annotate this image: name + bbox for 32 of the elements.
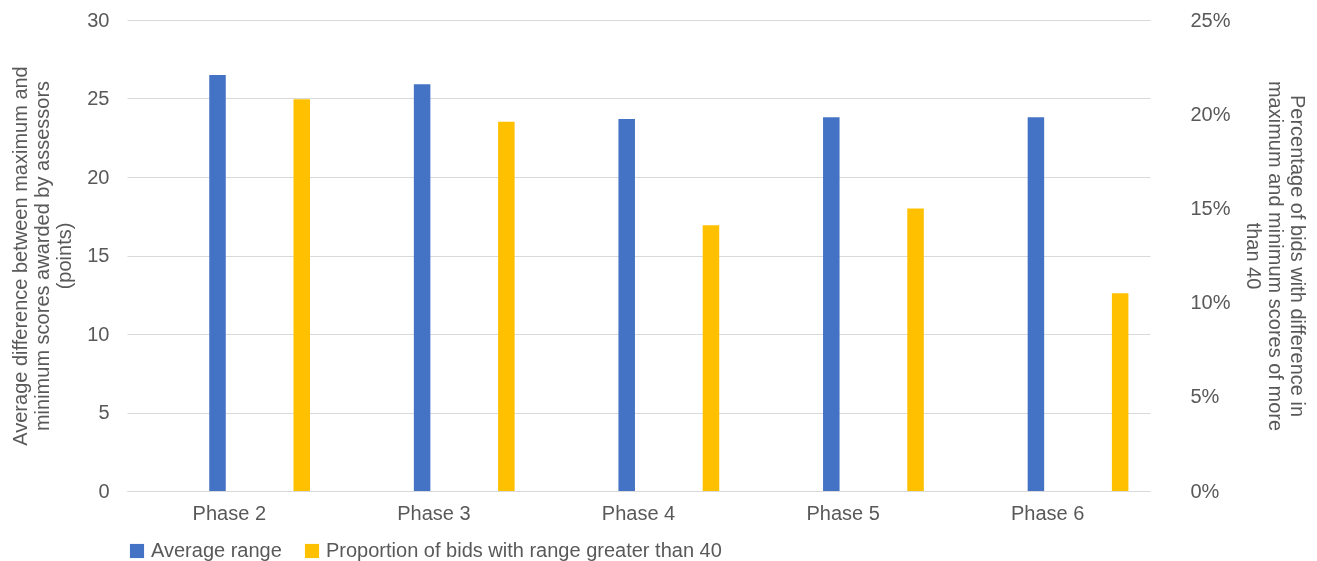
bar xyxy=(702,225,720,491)
x-tick-label: Phase 5 xyxy=(806,501,880,524)
legend-label: Proportion of bids with range greater than 40 xyxy=(326,539,722,561)
y-tick-label: 30 xyxy=(87,8,110,31)
bar xyxy=(1111,293,1129,491)
x-tick-label: Phase 2 xyxy=(192,501,266,524)
bar xyxy=(293,99,311,491)
y2-tick-label: 20% xyxy=(1190,102,1231,125)
y-tick-label: 0 xyxy=(98,479,110,502)
y-tick-label: 10 xyxy=(87,322,110,345)
x-tick-label: Phase 3 xyxy=(397,501,471,524)
y-tick-label: 25 xyxy=(87,87,110,109)
legend-label: Average range xyxy=(151,539,282,561)
bar xyxy=(209,74,226,491)
x-tick-label: Phase 4 xyxy=(601,501,676,524)
bar xyxy=(618,118,635,491)
y2-tick-label: 25% xyxy=(1190,8,1231,31)
bar xyxy=(907,208,924,491)
bar xyxy=(1027,117,1045,491)
bar xyxy=(823,117,840,491)
bar xyxy=(413,84,431,491)
y2-tick-label: 5% xyxy=(1190,385,1220,408)
y2-tick-label: 0% xyxy=(1190,479,1220,502)
y-axis-title: Average difference between maximum and minimum scores awarded by assessors (points) xyxy=(9,66,76,446)
y-tick-label: 5 xyxy=(98,401,110,423)
y2-axis-title: Percentage of bids with difference in maximum and minimum scores of more than 40 xyxy=(1242,80,1309,432)
y2-tick-label: 10% xyxy=(1190,291,1231,314)
y-tick-label: 15 xyxy=(87,244,110,266)
y-tick-label: 20 xyxy=(87,165,110,188)
y2-tick-label: 15% xyxy=(1190,196,1231,219)
bar xyxy=(498,121,515,491)
x-tick-label: Phase 6 xyxy=(1011,501,1085,524)
